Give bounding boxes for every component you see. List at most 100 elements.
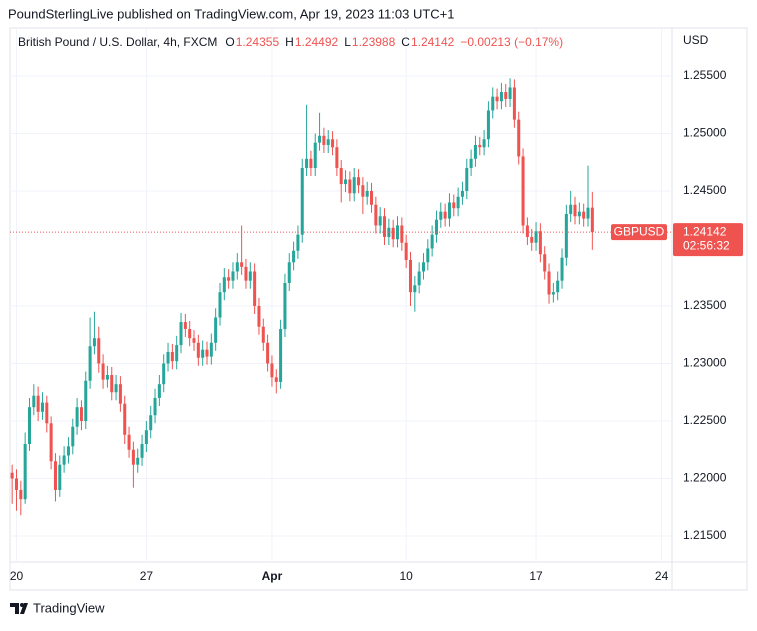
- candle-body: [413, 285, 417, 293]
- candle-body: [14, 478, 19, 491]
- y-tick-label: 1.23000: [683, 356, 727, 370]
- candle-body: [131, 449, 135, 465]
- candle-body: [460, 190, 464, 197]
- candle-body: [283, 282, 287, 329]
- candle-body: [36, 395, 40, 412]
- candle-body: [123, 403, 127, 435]
- candles: [10, 78, 594, 516]
- candle-body: [192, 338, 196, 343]
- candle-body: [114, 384, 118, 393]
- candle-body: [261, 326, 265, 343]
- candle-body: [357, 177, 361, 186]
- candle-body: [417, 271, 421, 286]
- ohlc-value: 1.24492: [295, 35, 339, 49]
- y-tick-label: 1.25000: [683, 126, 727, 140]
- candle-body: [166, 351, 170, 364]
- candle-body: [45, 402, 49, 424]
- candle-body: [127, 434, 131, 450]
- candle-body: [577, 211, 581, 217]
- candle-body: [53, 461, 57, 491]
- candle-body: [421, 262, 425, 272]
- price-badge-value: 1.24142: [683, 224, 727, 238]
- candle-body: [538, 231, 542, 255]
- publish-header: PoundSterlingLive published on TradingVi…: [8, 6, 455, 21]
- candle-body: [157, 384, 161, 398]
- candle-body: [153, 397, 157, 416]
- candle-body: [183, 322, 187, 329]
- candle-body: [218, 292, 222, 318]
- candle-body: [209, 342, 213, 357]
- candle-body: [326, 139, 330, 145]
- candle-body: [452, 202, 456, 209]
- candle-body: [279, 328, 283, 382]
- candle-body: [447, 202, 451, 219]
- currency-label: USD: [683, 33, 709, 47]
- candle-body: [547, 271, 551, 295]
- y-tick-label: 1.25500: [683, 68, 727, 82]
- candle-body: [49, 423, 53, 462]
- candle-body: [504, 92, 508, 99]
- symbol-badge-text: GBPUSD: [614, 224, 665, 238]
- candle-body: [318, 135, 322, 143]
- candle-body: [175, 345, 179, 362]
- candle-body: [136, 457, 140, 465]
- candle-body: [92, 338, 96, 347]
- change: −0.00213 (−0.17%): [460, 35, 563, 49]
- candle-body: [426, 248, 430, 263]
- candle-body: [231, 271, 235, 281]
- brand: TradingView: [33, 600, 105, 615]
- candle-body: [188, 328, 192, 339]
- candle-body: [521, 156, 525, 226]
- candle-body: [71, 426, 75, 447]
- candle-body: [573, 204, 577, 217]
- candle-body: [27, 407, 31, 444]
- candle-body: [586, 207, 590, 219]
- candle-body: [257, 305, 261, 327]
- candle-body: [482, 139, 486, 148]
- price-badge: [673, 223, 743, 257]
- candle-body: [162, 363, 166, 385]
- ohlc-letter: C: [401, 35, 410, 49]
- candle-body: [322, 135, 326, 145]
- candle-body: [23, 443, 27, 500]
- x-tick-label: Apr: [262, 569, 283, 583]
- candle-body: [244, 266, 248, 281]
- candle-body: [118, 384, 122, 404]
- candle-body: [378, 216, 382, 226]
- candle-body: [534, 231, 538, 243]
- candle-body: [408, 259, 413, 293]
- candle-body: [292, 250, 296, 263]
- candle-body: [348, 179, 352, 194]
- countdown: 02:56:32: [683, 238, 730, 252]
- candle-body: [361, 185, 365, 197]
- ohlc-letter: O: [225, 35, 234, 49]
- candle-body: [374, 204, 378, 226]
- y-tick-label: 1.22000: [683, 471, 727, 485]
- candle-body: [391, 227, 395, 240]
- candle-body: [486, 110, 490, 140]
- candle-body: [253, 271, 257, 306]
- candle-body: [274, 377, 278, 382]
- candle-body: [296, 234, 300, 251]
- candle-body: [62, 455, 66, 465]
- candle-body: [473, 144, 477, 159]
- tradingview-logo: TradingView: [10, 600, 105, 615]
- candle-body: [305, 158, 309, 168]
- candle-body: [101, 363, 105, 380]
- candle-body: [465, 167, 469, 191]
- candle-body: [512, 87, 516, 120]
- candle-body: [201, 349, 205, 358]
- candle-body: [491, 96, 495, 111]
- candle-body: [149, 415, 153, 431]
- ohlc-value: 1.23988: [352, 35, 396, 49]
- candle-body: [517, 119, 521, 157]
- y-tick-label: 1.24500: [683, 183, 727, 197]
- candle-body: [331, 139, 335, 148]
- candle-body: [344, 179, 348, 185]
- candle-body: [352, 177, 356, 194]
- candle-body: [40, 402, 44, 412]
- candle-body: [287, 262, 291, 283]
- candle-body: [79, 407, 83, 421]
